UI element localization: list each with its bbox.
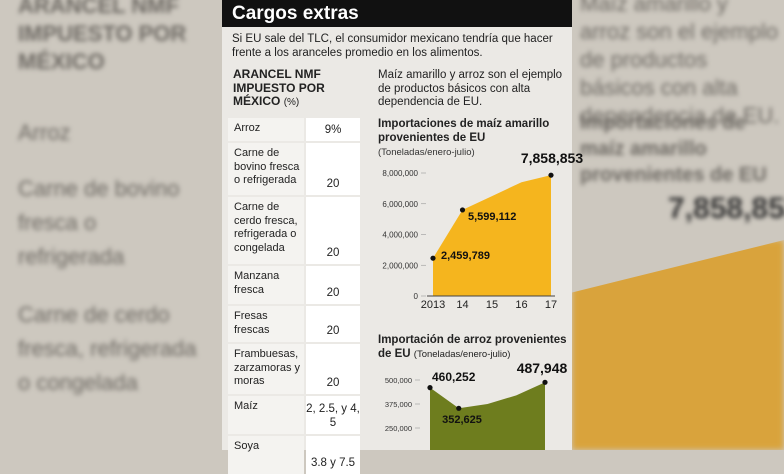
table-label: Manzana fresca: [228, 266, 304, 304]
chart-subtitle: (Toneladas/enero-julio): [378, 147, 475, 158]
charts: 0 2,000,000 4,000,000 6,000,000 8,000,000 201…: [382, 150, 583, 450]
bg-note: Maíz amarillo y arroz son el ejemplo de …: [580, 0, 780, 128]
chart-title: Importación de arroz provenientes de EU: [378, 334, 567, 360]
point: [427, 385, 433, 391]
table-value: 20: [306, 143, 360, 195]
table-value: 20: [306, 344, 360, 394]
bg-row: Carne de bovino fresca o refrigerada: [18, 176, 180, 269]
point: [459, 207, 466, 213]
bg-table-header: ARANCEL NMF IMPUESTO POR MÉXICO: [18, 0, 187, 74]
y-tick-label: 125,000: [385, 448, 412, 450]
page: ARANCEL NMF IMPUESTO POR MÉXICO Arroz Ca…: [18, 0, 784, 474]
chart-heading: Importación de arroz provenientes de EU …: [378, 333, 568, 362]
table-header-text: ARANCEL NMF IMPUESTO POR MÉXICO: [233, 67, 325, 108]
table-unit: (%): [283, 97, 300, 108]
y-tick-label: 0: [414, 292, 419, 301]
title: Cargos extras: [232, 3, 359, 24]
table-value: 20: [306, 306, 360, 342]
y-tick-label: 6,000,000: [382, 200, 418, 209]
note: Maíz amarillo y arroz son el ejemplo de …: [378, 69, 563, 108]
x-tick-label: 15: [486, 299, 498, 311]
table-value: 20: [306, 266, 360, 304]
bg-chart-title: Importaciones de maíz amarillo provenien…: [580, 112, 767, 186]
value-label: 352,625: [442, 414, 482, 426]
intro: Si EU sale del TLC, el consumidor mexica…: [232, 33, 553, 59]
table-value: 20: [306, 197, 360, 264]
point: [430, 255, 436, 261]
x-tick-label: 2013: [421, 299, 445, 311]
y-tick-label: 8,000,000: [382, 169, 418, 178]
x-tick-label: 16: [515, 299, 527, 311]
y-tick-label: 4,000,000: [382, 231, 418, 240]
y-tick-label: 500,000: [385, 376, 412, 385]
table-label: Frambuesas, zarzamoras y moras: [228, 344, 304, 394]
bg-row: Carne de cerdo fresca, refrigerada o con…: [18, 302, 197, 395]
table-label: Carne de cerdo fresca, refrigerada o con…: [228, 197, 304, 264]
point: [542, 379, 548, 385]
y-tick-label: 250,000: [385, 424, 412, 433]
chart-title: Importaciones de maíz amarillo provenien…: [378, 118, 550, 144]
bg-value: 7,858,853: [668, 192, 784, 225]
header-bar: Cargos extras: [222, 0, 572, 27]
y-tick-label: 2,000,000: [382, 261, 418, 270]
table-label: Arroz: [228, 118, 304, 141]
chart-subtitle: (Toneladas/enero-julio): [413, 349, 511, 360]
table-value: 9%: [306, 118, 360, 141]
table-label: Maíz: [228, 396, 304, 434]
value-label: 7,858,853: [521, 150, 583, 166]
point: [456, 405, 462, 411]
bg-row: Arroz: [18, 120, 71, 145]
value-label: 5,599,112: [468, 211, 516, 223]
x-tick-label: 17: [545, 299, 557, 311]
table-label: Carne de bovino fresca o refrigerada: [228, 143, 304, 195]
table-header: ARANCEL NMF IMPUESTO POR MÉXICO (%): [233, 67, 333, 110]
value-label: 2,459,789: [441, 250, 490, 262]
area: [433, 175, 551, 296]
x-tick-label: 14: [456, 299, 468, 311]
point: [548, 172, 554, 178]
y-tick-label: 375,000: [385, 400, 412, 409]
area: [430, 382, 545, 450]
table-value: 2, 2.5, y 4, 5: [306, 396, 360, 434]
value-label: 487,948: [517, 360, 568, 376]
table-label: Fresas frescas: [228, 306, 304, 342]
value-label: 460,252: [432, 370, 476, 384]
